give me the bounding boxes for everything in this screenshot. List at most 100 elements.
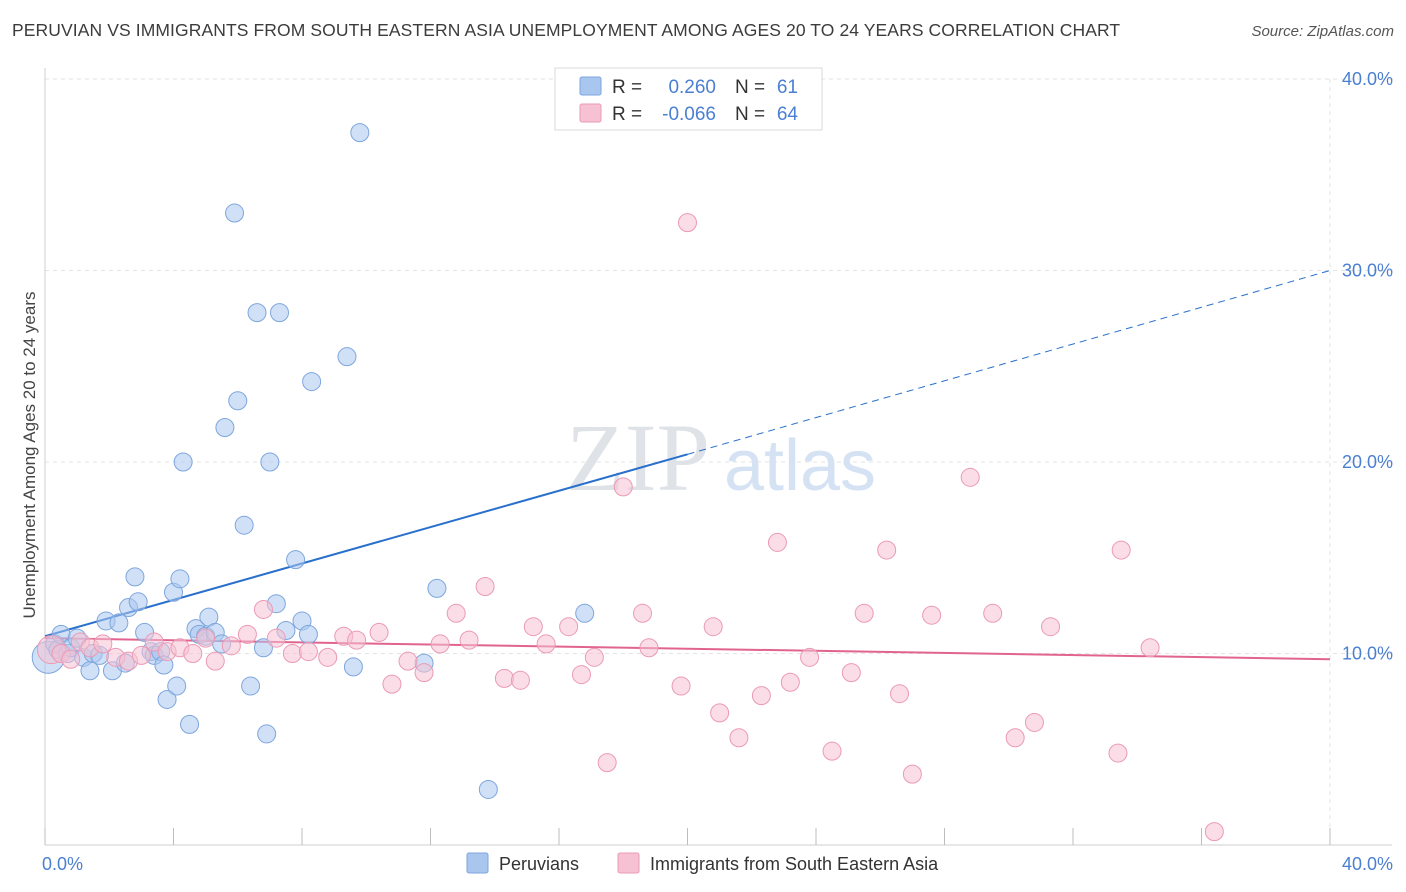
immigrants-point xyxy=(1041,617,1061,637)
immigrants-point xyxy=(822,741,842,761)
legend-r-label-immigrants: R = xyxy=(612,104,642,125)
immigrants-point xyxy=(369,622,389,642)
bottom-legend-immigrants: Immigrants from South Eastern Asia xyxy=(650,854,939,874)
immigrants-point xyxy=(1204,822,1224,842)
peruvians-point xyxy=(343,657,363,677)
immigrants-point xyxy=(523,617,543,637)
watermark-atlas: atlas xyxy=(724,426,876,506)
peruvians-point xyxy=(253,638,273,658)
immigrants-point xyxy=(703,617,723,637)
immigrants-point xyxy=(922,605,942,625)
legend-n-value-peruvians: 61 xyxy=(777,77,798,98)
peruvians-point xyxy=(167,676,187,696)
immigrants-point xyxy=(510,670,530,690)
immigrants-point xyxy=(671,676,691,696)
immigrants-point xyxy=(890,684,910,704)
watermark-zip: ZIP xyxy=(566,404,710,511)
legend-swatch-peruvians xyxy=(579,76,602,96)
peruvians-point xyxy=(234,515,254,535)
immigrants-point xyxy=(678,213,697,233)
immigrants-point xyxy=(205,651,225,671)
immigrants-point xyxy=(1005,728,1025,748)
immigrants-point xyxy=(266,628,286,648)
immigrants-point xyxy=(983,603,1003,623)
peruvians-point xyxy=(109,613,129,633)
y-tick-label: 40.0% xyxy=(1342,69,1393,89)
gridlines xyxy=(45,78,1395,845)
immigrants-point xyxy=(729,728,749,748)
immigrants-point xyxy=(639,638,659,658)
peruvians-point xyxy=(173,452,193,472)
immigrants-point xyxy=(613,477,633,497)
immigrants-point xyxy=(61,649,81,669)
immigrants-point xyxy=(960,467,980,487)
peruvians-point xyxy=(125,567,145,587)
immigrants-point xyxy=(253,599,273,619)
x-tick-label: 0.0% xyxy=(42,854,83,874)
peruvians-point xyxy=(427,578,447,598)
immigrants-point xyxy=(571,665,591,685)
immigrants-point xyxy=(800,647,820,667)
y-tick-label: 20.0% xyxy=(1342,452,1393,472)
y-tick-label: 30.0% xyxy=(1342,261,1393,281)
peruvians-point xyxy=(270,303,290,323)
immigrants-point xyxy=(446,603,466,623)
peruvians-point xyxy=(241,676,261,696)
peruvians-point xyxy=(228,391,248,411)
immigrants-point xyxy=(382,674,402,694)
watermark: ZIP atlas xyxy=(566,404,876,511)
immigrants-point xyxy=(298,642,318,662)
immigrants-point xyxy=(1108,743,1128,763)
immigrants-point xyxy=(398,651,418,671)
immigrants-point xyxy=(1024,712,1044,732)
peruvians-point xyxy=(478,779,498,799)
peruvians-points xyxy=(31,123,595,799)
immigrants-point xyxy=(854,603,874,623)
legend-r-label-peruvians: R = xyxy=(612,77,642,98)
immigrants-point xyxy=(877,540,897,560)
immigrants-point xyxy=(414,663,434,683)
immigrants-point xyxy=(633,603,653,623)
immigrants-point xyxy=(183,644,203,663)
immigrants-point xyxy=(780,672,800,692)
immigrants-point xyxy=(559,617,579,637)
legend-r-value-immigrants: -0.066 xyxy=(662,104,716,125)
immigrants-point xyxy=(767,532,787,552)
peruvians-point xyxy=(215,418,235,438)
immigrants-point xyxy=(536,634,556,654)
bottom-legend-swatch-peruvians xyxy=(466,852,489,874)
immigrants-point xyxy=(221,636,241,656)
immigrants-point xyxy=(459,630,479,650)
peruvians-point xyxy=(350,123,370,143)
tick-labels: 10.0% 20.0% 30.0% 40.0% 0.0% 40.0% xyxy=(42,69,1393,874)
immigrants-point xyxy=(475,576,495,596)
immigrants-point xyxy=(902,764,922,784)
bottom-legend-peruvians: Peruvians xyxy=(499,854,579,874)
immigrants-point xyxy=(196,628,216,648)
bottom-legend-swatch-immigrants xyxy=(617,852,640,874)
immigrants-point xyxy=(841,663,861,683)
x-tick-label: 40.0% xyxy=(1342,854,1393,874)
trend-line-peruvians-extension xyxy=(687,270,1331,455)
immigrants-point xyxy=(1111,540,1131,560)
peruvians-point xyxy=(170,569,190,589)
immigrants-point xyxy=(93,634,113,654)
source-label: Source: ZipAtlas.com xyxy=(1251,23,1394,40)
chart-title: PERUVIAN VS IMMIGRANTS FROM SOUTH EASTER… xyxy=(12,20,1121,40)
peruvians-point xyxy=(225,203,245,223)
immigrants-point xyxy=(282,644,302,663)
y-tick-label: 10.0% xyxy=(1342,644,1393,664)
correlation-legend: R = 0.260 N = 61 R = -0.066 N = 64 xyxy=(554,67,823,131)
peruvians-point xyxy=(298,624,318,644)
immigrants-point xyxy=(430,634,450,654)
peruvians-point xyxy=(337,347,357,367)
legend-r-value-peruvians: 0.260 xyxy=(668,77,716,98)
immigrants-point xyxy=(751,686,771,706)
immigrants-point xyxy=(237,624,257,644)
series-legend: Peruvians Immigrants from South Eastern … xyxy=(466,852,939,874)
immigrants-point xyxy=(144,632,164,652)
immigrants-point xyxy=(131,645,151,665)
peruvians-point xyxy=(302,372,322,392)
immigrants-point xyxy=(1140,638,1160,658)
legend-n-label-immigrants: N = xyxy=(735,104,765,125)
